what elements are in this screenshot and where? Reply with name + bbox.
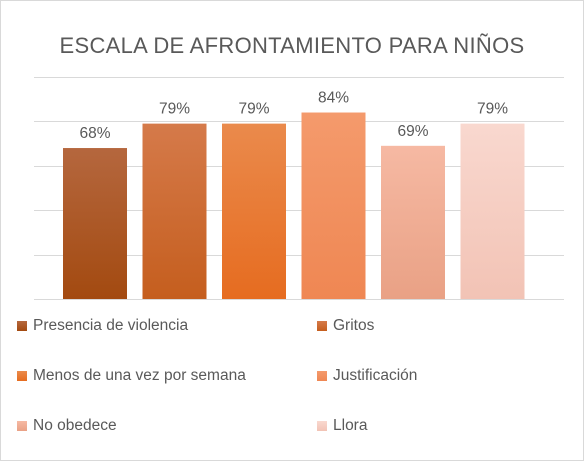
legend-item-6: Llora — [317, 416, 367, 436]
bar-5 — [381, 145, 445, 299]
legend-item-3: Menos de una vez por semana — [17, 366, 246, 386]
legend-item-2: Gritos — [317, 316, 374, 336]
legend-swatch-4 — [317, 371, 327, 381]
legend-label-6: Llora — [333, 417, 368, 434]
bar-1 — [63, 148, 127, 299]
bar-4 — [301, 112, 366, 300]
data-label-3: 79% — [238, 101, 269, 118]
data-label-6: 79% — [477, 101, 508, 118]
bar-2 — [142, 123, 207, 300]
legend-item-5: No obedece — [17, 416, 117, 436]
legend-swatch-5 — [17, 421, 27, 431]
legend-swatch-6 — [317, 421, 327, 431]
data-label-1: 68% — [79, 125, 110, 142]
legend-swatch-1 — [17, 321, 27, 331]
legend-swatch-2 — [317, 321, 327, 331]
legend-item-1: Presencia de violencia — [17, 316, 188, 336]
data-label-5: 69% — [397, 123, 428, 140]
data-label-4: 84% — [318, 90, 349, 107]
legend-label-2: Gritos — [333, 317, 375, 334]
legend-label-5: No obedece — [33, 417, 117, 434]
legend-label-4: Justificación — [333, 367, 418, 384]
legend-label-1: Presencia de violencia — [33, 317, 189, 334]
chart-title: ESCALA DE AFRONTAMIENTO PARA NIÑOS — [59, 33, 525, 58]
legend-swatch-3 — [17, 371, 27, 381]
bar-3 — [222, 123, 286, 300]
data-label-2: 79% — [159, 101, 190, 118]
bar-6 — [460, 123, 525, 300]
legend-label-3: Menos de una vez por semana — [33, 367, 246, 384]
legend-item-4: Justificación — [317, 366, 417, 386]
